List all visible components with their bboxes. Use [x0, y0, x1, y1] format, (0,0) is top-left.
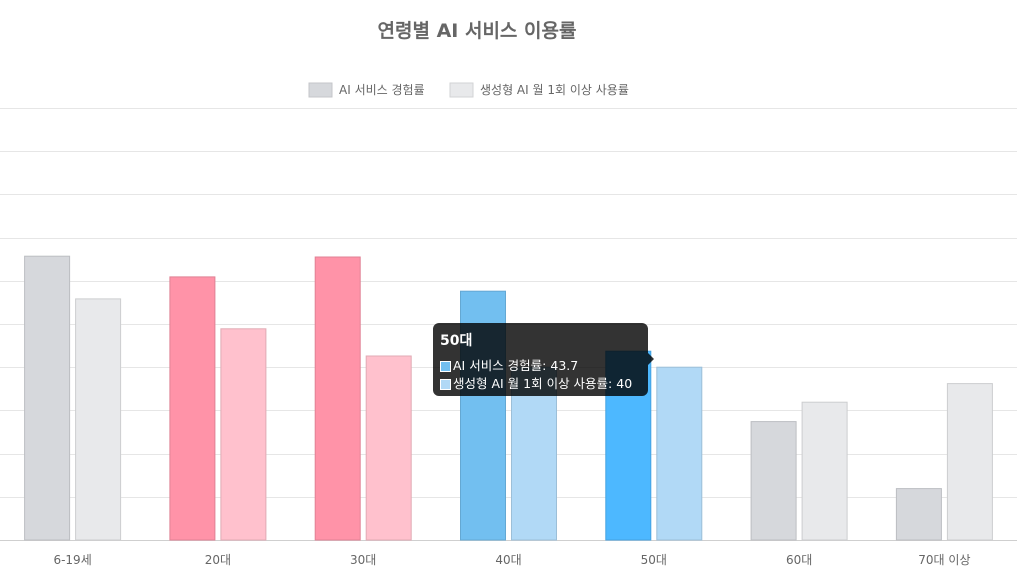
- legend: AI 서비스 경험률 생성형 AI 월 1회 이상 사용률: [308, 82, 629, 98]
- tooltip-row: AI 서비스 경험률: 43.7: [440, 357, 641, 375]
- tooltip-swatch-icon: [440, 378, 451, 390]
- bar-genai-5[interactable]: [656, 366, 703, 541]
- bars: [24, 255, 993, 541]
- bar-genai-6[interactable]: [801, 401, 848, 541]
- bar-experience-2[interactable]: [169, 276, 216, 541]
- tooltip-caret-icon: [648, 353, 654, 365]
- bar-genai-1[interactable]: [75, 298, 122, 541]
- bar-experience-7[interactable]: [895, 488, 942, 541]
- bar-experience-1[interactable]: [24, 255, 71, 541]
- tooltip-row-label: 생성형 AI 월 1회 이상 사용률: 40: [453, 376, 633, 391]
- legend-label-series-1[interactable]: AI 서비스 경험률: [339, 83, 425, 97]
- x-tick-label: 60대: [786, 553, 812, 567]
- chart-tooltip: 50대 AI 서비스 경험률: 43.7 생성형 AI 월 1회 이상 사용률:…: [433, 323, 648, 396]
- x-tick-label: 6-19세: [53, 553, 91, 567]
- x-axis-ticks: 6-19세 20대 30대 40대 50대 60대 70대 이상: [53, 553, 970, 567]
- x-tick-label: 40대: [495, 553, 521, 567]
- chart-title: 연령별 AI 서비스 이용률: [378, 20, 577, 42]
- bar-experience-3[interactable]: [314, 256, 361, 541]
- bar-genai-7[interactable]: [946, 383, 993, 541]
- tooltip-swatch-icon: [440, 360, 451, 372]
- tooltip-title: 50대: [440, 333, 473, 349]
- x-tick-label: 70대 이상: [918, 553, 970, 567]
- tooltip-row: 생성형 AI 월 1회 이상 사용률: 40: [440, 375, 641, 393]
- x-tick-label: 20대: [205, 553, 231, 567]
- x-tick-label: 30대: [350, 553, 376, 567]
- bar-genai-2[interactable]: [220, 328, 267, 541]
- legend-swatch-series-1[interactable]: [308, 82, 333, 98]
- x-tick-label: 50대: [641, 553, 667, 567]
- legend-swatch-series-2[interactable]: [449, 82, 474, 98]
- bar-genai-4[interactable]: [511, 366, 557, 541]
- bar-genai-3[interactable]: [365, 355, 412, 541]
- legend-label-series-2[interactable]: 생성형 AI 월 1회 이상 사용률: [480, 83, 629, 97]
- bar-experience-6[interactable]: [750, 421, 797, 541]
- tooltip-row-label: AI 서비스 경험률: 43.7: [453, 358, 579, 373]
